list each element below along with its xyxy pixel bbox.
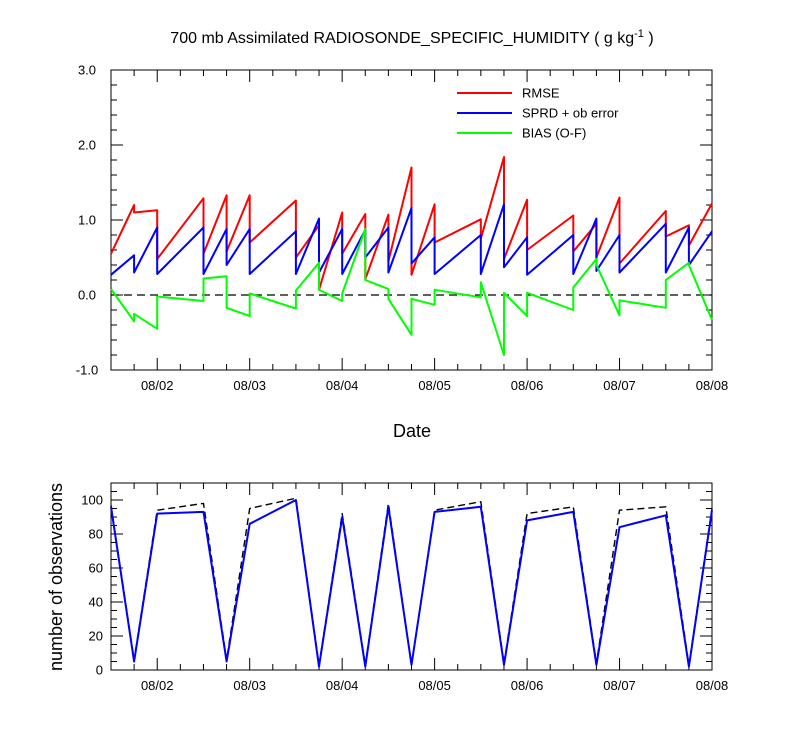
x-tick-label: 08/04 xyxy=(326,678,359,693)
x-tick-label: 08/03 xyxy=(233,378,266,393)
x-tick-label: 08/06 xyxy=(511,378,544,393)
bottom-chart-axes: 08/02 08/03 08/04 08/05 08/06 08/07 08/08 0 20 40… xyxy=(81,482,729,693)
x-tick-label: 08/08 xyxy=(696,678,729,693)
x-tick-label: 08/07 xyxy=(603,678,636,693)
y-tick-label: 2.0 xyxy=(78,138,96,153)
chart-title: 700 mb Assimilated RADIOSONDE_SPECIFIC_H… xyxy=(170,28,653,47)
y-tick-label: 60 xyxy=(89,561,103,576)
series-line-rmse xyxy=(110,156,713,291)
y-tick-label: 40 xyxy=(89,595,103,610)
bottom-y-axis-title: number of observations xyxy=(46,483,66,671)
x-tick-label: 08/03 xyxy=(233,678,266,693)
y-tick-label: 80 xyxy=(89,527,103,542)
y-tick-label: 20 xyxy=(89,629,103,644)
x-tick-label: 08/05 xyxy=(418,678,451,693)
y-tick-label: -1.0 xyxy=(76,363,98,378)
y-tick-label: 3.0 xyxy=(78,63,96,78)
series-line-sprd-ob-error xyxy=(110,203,713,276)
x-tick-label: 08/02 xyxy=(141,378,174,393)
legend-label: SPRD + ob error xyxy=(522,106,619,121)
x-tick-label: 08/04 xyxy=(326,378,359,393)
y-tick-label: 0.0 xyxy=(78,288,96,303)
legend-label: RMSE xyxy=(522,86,560,101)
series-line-bias-o-f xyxy=(110,228,713,356)
top-chart-legend: RMSE SPRD + ob error BIAS (O-F) xyxy=(457,86,619,141)
y-tick-label: 1.0 xyxy=(78,213,96,228)
y-tick-label: 100 xyxy=(81,493,103,508)
x-tick-label: 08/06 xyxy=(511,678,544,693)
y-tick-label: 0 xyxy=(96,663,103,678)
x-tick-label: 08/08 xyxy=(696,378,729,393)
series-line-used xyxy=(110,499,713,668)
top-x-axis-title: Date xyxy=(393,421,431,441)
x-tick-label: 08/05 xyxy=(418,378,451,393)
top-chart-axes: 08/02 08/03 08/04 08/05 08/06 08/07 08/08 -1.0 0… xyxy=(76,63,728,394)
x-tick-label: 08/07 xyxy=(603,378,636,393)
x-tick-label: 08/02 xyxy=(141,678,174,693)
legend-label: BIAS (O-F) xyxy=(522,126,586,141)
top-chart-series xyxy=(110,156,713,356)
series-line-possible xyxy=(110,497,713,666)
bottom-chart-series xyxy=(110,497,713,668)
